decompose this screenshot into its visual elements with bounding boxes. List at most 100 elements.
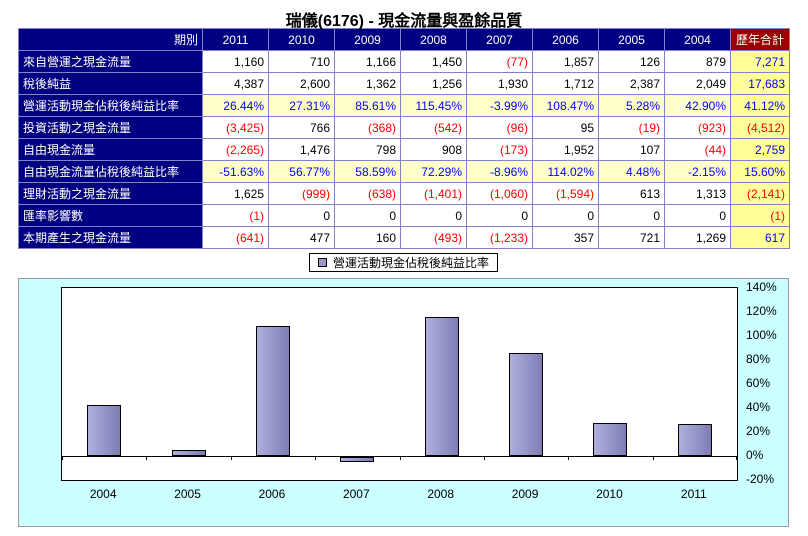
x-axis-tick-label: 2007 [342,487,370,501]
row-label: 理財活動之現金流量 [18,182,203,205]
cell-value: -3.99% [466,94,533,117]
cell-value: 56.77% [268,160,335,183]
cell-value: 798 [334,138,401,161]
cell-value: (493) [400,226,467,249]
bar-2009 [509,353,544,456]
cell-value: (1,060) [466,182,533,205]
chart-legend: 營運活動現金佔稅後純益比率 [308,253,498,272]
table-header-row: 期別 2011 2010 2009 2008 2007 2006 2005 2004 歷年合計 [18,28,790,51]
y-axis-tick-label: 100% [746,328,777,342]
cell-value: -8.96% [466,160,533,183]
cell-value: 1,166 [334,50,401,73]
cell-value: 879 [664,50,731,73]
cell-value: 26.44% [202,94,269,117]
cell-value: 613 [598,182,665,205]
cell-value: (641) [202,226,269,249]
year-header: 2006 [532,28,599,51]
cell-value: 1,712 [532,72,599,95]
bar-2008 [424,317,459,456]
cell-value: (638) [334,182,401,205]
table-row: 營運活動現金佔稅後純益比率 26.44% 27.31% 85.61% 115.45% -3… [18,94,790,117]
cell-value: 72.29% [400,160,467,183]
cell-value: (542) [400,116,467,139]
y-axis-tick-label: 120% [746,304,777,318]
y-axis-tick-label: 80% [746,352,771,366]
cell-value: (173) [466,138,533,161]
bar-2007 [340,457,375,462]
axis-tick [568,456,570,460]
bar-2010 [593,423,628,456]
y-axis-tick-label: 40% [746,400,771,414]
legend-marker-icon [317,258,327,267]
cell-value: 721 [598,226,665,249]
total-value: (2,141) [730,182,790,205]
total-value: 17,683 [730,72,790,95]
row-label: 自由現金流量 [18,138,203,161]
cell-value: 1,476 [268,138,335,161]
x-axis-tick-label: 2004 [89,487,117,501]
cell-value: 160 [334,226,401,249]
page-title: 瑞儀(6176) - 現金流量與盈餘品質 [285,13,523,30]
total-value: 7,271 [730,50,790,73]
period-header: 期別 [18,28,203,51]
cell-value: (77) [466,50,533,73]
cell-value: 107 [598,138,665,161]
total-value: 2,759 [730,138,790,161]
cell-value: 4.48% [598,160,665,183]
cell-value: (923) [664,116,731,139]
row-label: 營運活動現金佔稅後純益比率 [18,94,203,117]
cell-value: 2,600 [268,72,335,95]
total-header: 歷年合計 [730,28,790,51]
table-row: 自由現金流量佔稅後純益比率 -51.63% 56.77% 58.59% 72.29% -8… [18,160,790,183]
x-axis-tick-label: 2010 [596,487,623,501]
legend-row: 營運活動現金佔稅後純益比率 [18,253,789,278]
cell-value: 115.45% [400,94,467,117]
cell-value: (1,233) [466,226,533,249]
cell-value: 1,362 [334,72,401,95]
year-header: 2005 [598,28,665,51]
legend-label: 營運活動現金佔稅後純益比率 [332,256,489,270]
chart-panel: 140% 120% 100% 80% 60% 40% 20% 0% -20% 2004 2005 20… [18,278,789,527]
row-label: 自由現金流量佔稅後純益比率 [18,160,203,183]
cell-value: 0 [400,204,467,227]
row-label: 投資活動之現金流量 [18,116,203,139]
total-value: (1) [730,204,790,227]
axis-tick [652,456,654,460]
cell-value: 1,269 [664,226,731,249]
cell-value: (3,425) [202,116,269,139]
cell-value: 2,387 [598,72,665,95]
bar-2005 [171,449,206,456]
table-row: 理財活動之現金流量 1,625 (999) (638) (1,401) (1,060) (1… [18,182,790,205]
table-row: 匯率影響數 (1) 0 0 0 0 0 0 0 (1) [18,204,790,227]
axis-tick [230,456,232,460]
cell-value: 710 [268,50,335,73]
axis-tick [62,456,63,460]
cell-value: -51.63% [202,160,269,183]
cell-value: 0 [532,204,599,227]
x-axis-tick-label: 2009 [511,487,539,501]
cell-value: 0 [268,204,335,227]
cell-value: 1,450 [400,50,467,73]
axis-tick [399,456,401,460]
cell-value: 1,625 [202,182,269,205]
cell-value: (19) [598,116,665,139]
table-row: 來自營運之現金流量 1,160 710 1,166 1,450 (77) 1,857 126 8… [18,50,790,73]
cell-value: (999) [268,182,335,205]
table-row: 本期產生之現金流量 (641) 477 160 (493) (1,233) 357 721 1,… [18,226,790,249]
cell-value: 85.61% [334,94,401,117]
total-value: 617 [730,226,790,249]
cell-value: 908 [400,138,467,161]
cashflow-ratio-chart: 營運活動現金佔稅後純益比率 140% 120% 100% 80% 60% 40% 20% 0%… [18,253,789,527]
y-axis-tick-label: 20% [746,424,771,438]
cell-value: 766 [268,116,335,139]
plot-area [61,287,738,481]
y-axis-tick-label: -20% [746,472,775,486]
cell-value: (44) [664,138,731,161]
total-value: (4,512) [730,116,790,139]
table-row: 稅後純益 4,387 2,600 1,362 1,256 1,930 1,712 2,387 2… [18,72,790,95]
axis-tick [146,456,148,460]
x-axis-tick-label: 2006 [258,487,286,501]
cell-value: 0 [598,204,665,227]
cell-value: 95 [532,116,599,139]
cell-value: 1,930 [466,72,533,95]
